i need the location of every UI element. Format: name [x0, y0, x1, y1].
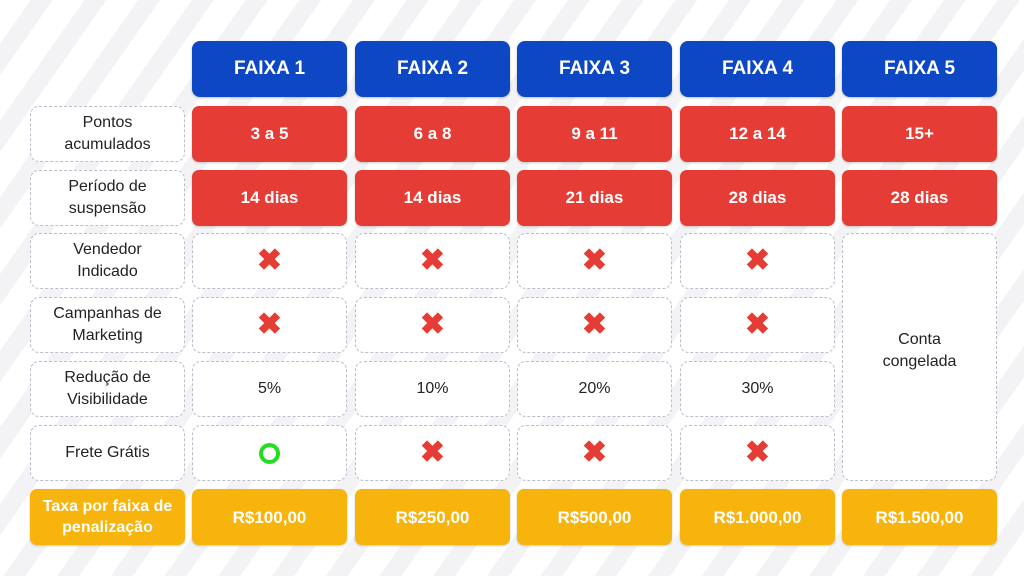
- x-mark-icon: ✖: [744, 244, 771, 277]
- taxa-faixa-4: R$1.000,00: [680, 489, 835, 545]
- vendedor-faixa-3: ✖: [517, 233, 672, 289]
- vendedor-faixa-4: ✖: [680, 233, 835, 289]
- pontos-faixa-1: 3 a 5: [192, 106, 347, 162]
- frete-faixa-4: ✖: [680, 425, 835, 481]
- row-label-periodo-de-suspensao: Período de suspensão: [30, 170, 185, 226]
- row-label-pontos-acumulados: Pontos acumulados: [30, 106, 185, 162]
- frete-faixa-3: ✖: [517, 425, 672, 481]
- periodo-faixa-4: 28 dias: [680, 170, 835, 226]
- x-mark-icon: ✖: [744, 436, 771, 469]
- row-label-taxa-por-faixa: Taxa por faixa de penalização: [30, 489, 185, 545]
- x-mark-icon: ✖: [581, 308, 608, 341]
- conta-congelada-cell: Conta congelada: [842, 233, 997, 481]
- periodo-faixa-3: 21 dias: [517, 170, 672, 226]
- x-mark-icon: ✖: [256, 244, 283, 277]
- campanhas-faixa-2: ✖: [355, 297, 510, 353]
- pontos-faixa-3: 9 a 11: [517, 106, 672, 162]
- vendedor-faixa-1: ✖: [192, 233, 347, 289]
- reducao-faixa-4: 30%: [680, 361, 835, 417]
- x-mark-icon: ✖: [419, 308, 446, 341]
- row-label-vendedor-indicado: Vendedor Indicado: [30, 233, 185, 289]
- taxa-faixa-2: R$250,00: [355, 489, 510, 545]
- header-faixa-2: FAIXA 2: [355, 41, 510, 97]
- campanhas-faixa-4: ✖: [680, 297, 835, 353]
- taxa-faixa-3: R$500,00: [517, 489, 672, 545]
- pontos-faixa-2: 6 a 8: [355, 106, 510, 162]
- periodo-faixa-5: 28 dias: [842, 170, 997, 226]
- taxa-faixa-5: R$1.500,00: [842, 489, 997, 545]
- campanhas-faixa-1: ✖: [192, 297, 347, 353]
- header-faixa-1: FAIXA 1: [192, 41, 347, 97]
- pontos-faixa-4: 12 a 14: [680, 106, 835, 162]
- header-faixa-5: FAIXA 5: [842, 41, 997, 97]
- reducao-faixa-1: 5%: [192, 361, 347, 417]
- x-mark-icon: ✖: [744, 308, 771, 341]
- pontos-faixa-5: 15+: [842, 106, 997, 162]
- reducao-faixa-3: 20%: [517, 361, 672, 417]
- check-circle-icon: [259, 442, 280, 464]
- frete-faixa-2: ✖: [355, 425, 510, 481]
- row-label-campanhas-de-marketing: Campanhas de Marketing: [30, 297, 185, 353]
- row-label-frete-gratis: Frete Grátis: [30, 425, 185, 481]
- row-label-reducao-de-visibilidade: Redução de Visibilidade: [30, 361, 185, 417]
- taxa-faixa-1: R$100,00: [192, 489, 347, 545]
- vendedor-faixa-2: ✖: [355, 233, 510, 289]
- x-mark-icon: ✖: [581, 244, 608, 277]
- periodo-faixa-2: 14 dias: [355, 170, 510, 226]
- x-mark-icon: ✖: [581, 436, 608, 469]
- campanhas-faixa-3: ✖: [517, 297, 672, 353]
- periodo-faixa-1: 14 dias: [192, 170, 347, 226]
- header-faixa-3: FAIXA 3: [517, 41, 672, 97]
- frete-faixa-1: [192, 425, 347, 481]
- header-faixa-4: FAIXA 4: [680, 41, 835, 97]
- reducao-faixa-2: 10%: [355, 361, 510, 417]
- x-mark-icon: ✖: [419, 244, 446, 277]
- x-mark-icon: ✖: [419, 436, 446, 469]
- x-mark-icon: ✖: [256, 308, 283, 341]
